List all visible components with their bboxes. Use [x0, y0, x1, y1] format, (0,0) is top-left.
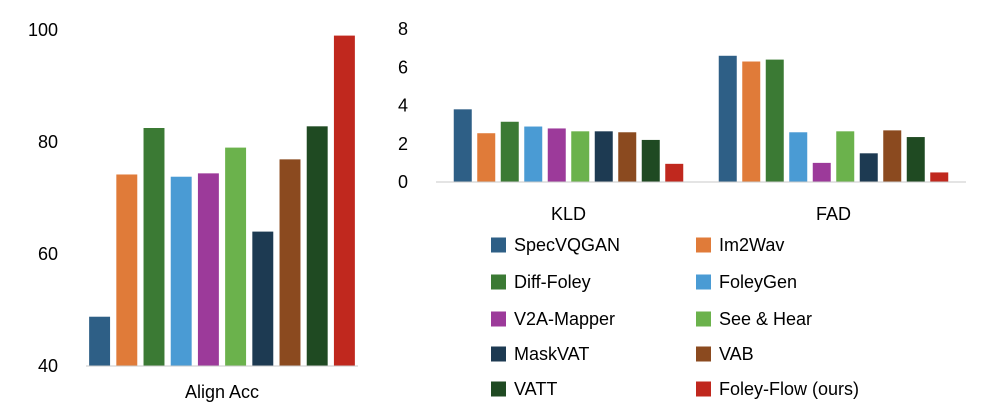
bar-fad-foleygen [789, 132, 808, 182]
bar-kld-v2a-mapper [547, 128, 566, 182]
bar-vab [279, 159, 301, 366]
bar-fad-diff-foley [765, 59, 784, 182]
bar-kld-vab [618, 132, 637, 182]
legend-label: Diff-Foley [514, 272, 591, 292]
legend-item-specvqgan: SpecVQGAN [491, 235, 620, 255]
legend-label: Foley-Flow (ours) [719, 379, 859, 399]
y-tick-label: 6 [398, 57, 408, 77]
bar-kld-im2wav [477, 133, 496, 182]
legend-swatch [696, 237, 711, 253]
bar-v2a-mapper [197, 173, 219, 366]
bar-im2wav [116, 174, 138, 366]
legend-label: Im2Wav [719, 235, 784, 255]
bar-maskvat [252, 231, 274, 366]
legend-label: SpecVQGAN [514, 235, 620, 255]
bar-kld-vatt [641, 139, 660, 182]
bar-fad-foley-flow-ours [930, 172, 949, 182]
legend-item-foley-flow-ours: Foley-Flow (ours) [696, 379, 859, 399]
bar-diff-foley [143, 128, 165, 366]
legend: SpecVQGAN Im2Wav Diff-Foley FoleyGen V2A-Map… [491, 235, 859, 399]
legend-swatch [491, 346, 506, 362]
bar-foley-flow-ours [333, 35, 355, 366]
legend-item-im2wav: Im2Wav [696, 235, 784, 255]
legend-swatch [696, 311, 711, 327]
bar-foleygen [170, 176, 192, 366]
bar-fad-vatt [906, 137, 925, 182]
legend-swatch [696, 274, 711, 290]
bar-kld-maskvat [594, 131, 613, 182]
legend-label: FoleyGen [719, 272, 797, 292]
bar-fad-v2a-mapper [812, 162, 831, 182]
legend-item-maskvat: MaskVAT [491, 344, 589, 364]
legend-label: MaskVAT [514, 344, 589, 364]
bar-fad-maskvat [859, 153, 878, 182]
bar-fad-im2wav [742, 61, 761, 183]
legend-item-vab: VAB [696, 344, 754, 364]
bar-specvqgan [89, 316, 111, 366]
legend-swatch [491, 274, 506, 290]
y-tick-label: 2 [398, 134, 408, 154]
bar-kld-foleygen [524, 126, 543, 182]
legend-item-foleygen: FoleyGen [696, 272, 797, 292]
legend-item-vatt: VATT [491, 379, 557, 399]
x-category-label: KLD [551, 204, 586, 224]
y-tick-label: 40 [38, 356, 58, 376]
y-tick-label: 0 [398, 172, 408, 192]
legend-item-diff-foley: Diff-Foley [491, 272, 591, 292]
x-category-label: Align Acc [185, 382, 259, 402]
y-tick-label: 4 [398, 96, 408, 116]
bar-kld-diff-foley [500, 121, 519, 182]
y-tick-label: 100 [28, 20, 58, 40]
legend-swatch [696, 346, 711, 362]
legend-label: VAB [719, 344, 754, 364]
y-tick-label: 60 [38, 244, 58, 264]
legend-label: V2A-Mapper [514, 309, 615, 329]
bar-fad-specvqgan [718, 55, 737, 182]
x-category-label: FAD [816, 204, 851, 224]
legend-label: See & Hear [719, 309, 812, 329]
legend-swatch [491, 311, 506, 327]
bar-see-hear [225, 147, 247, 366]
bar-vatt [306, 126, 328, 366]
bar-kld-foley-flow-ours [665, 163, 684, 182]
legend-item-v2a-mapper: V2A-Mapper [491, 309, 615, 329]
legend-swatch [696, 381, 711, 397]
legend-label: VATT [514, 379, 557, 399]
align-acc-chart: 40 60 80 100 Align Acc [28, 20, 358, 402]
bar-fad-see-hear [836, 131, 855, 182]
y-tick-label: 8 [398, 19, 408, 39]
legend-swatch [491, 381, 506, 397]
y-tick-label: 80 [38, 132, 58, 152]
legend-item-see-hear: See & Hear [696, 309, 812, 329]
bar-kld-specvqgan [453, 109, 472, 182]
bar-fad-vab [883, 130, 902, 182]
kld-fad-chart: 0 2 4 6 8 KLD FAD [398, 19, 966, 224]
bar-kld-see-hear [571, 131, 590, 182]
legend-swatch [491, 237, 506, 253]
